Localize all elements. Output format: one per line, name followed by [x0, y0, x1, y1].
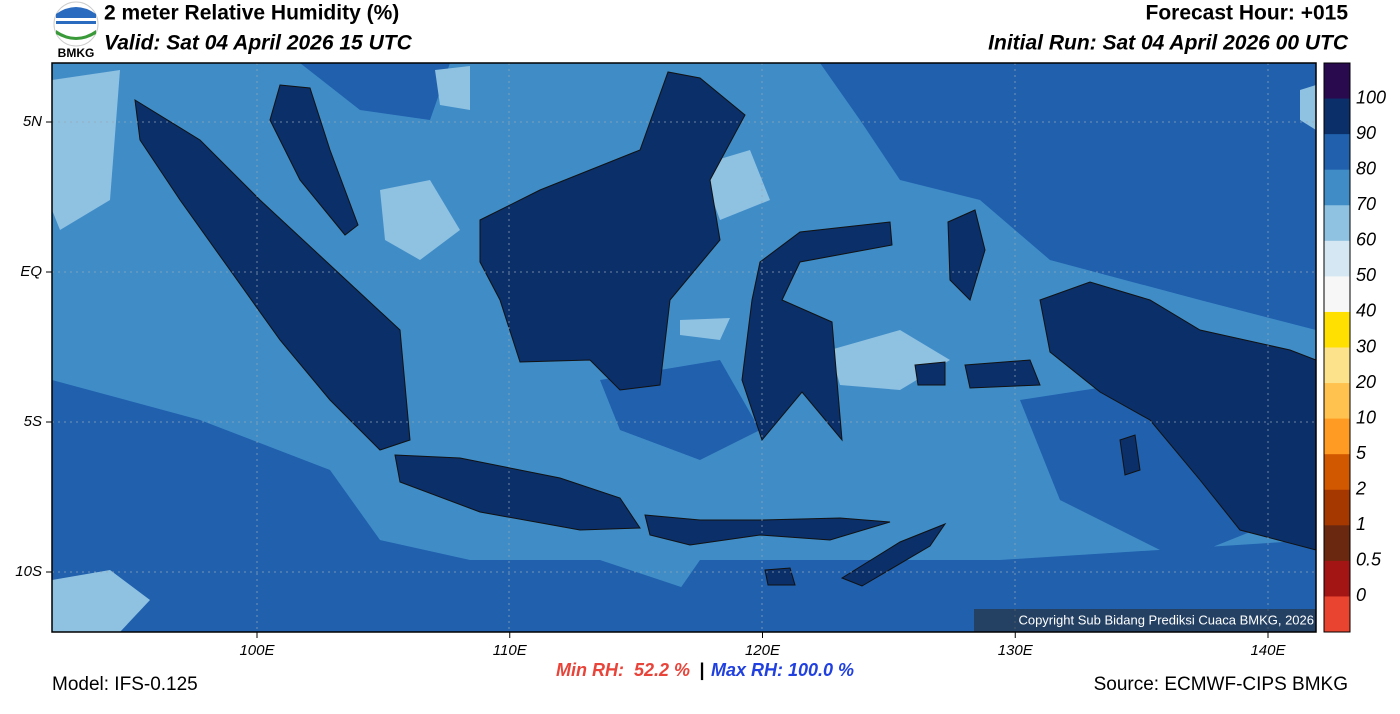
lon-label: 140E — [1250, 642, 1286, 659]
map: Copyright Sub Bidang Prediksi Cuaca BMKG… — [52, 63, 1316, 632]
lon-label: 120E — [745, 642, 781, 659]
colorbar-label: 10 — [1356, 407, 1376, 427]
colorbar-label: 90 — [1356, 123, 1376, 143]
lat-labels: 5N EQ 5S 10S — [15, 113, 52, 580]
lat-label: 5N — [23, 113, 42, 130]
lon-label: 100E — [239, 642, 275, 659]
initial-run: Initial Run: Sat 04 April 2026 00 UTC — [988, 32, 1349, 55]
colorbar-label: 60 — [1356, 230, 1376, 250]
colorbar-label: 0.5 — [1356, 550, 1382, 570]
colorbar-segment — [1324, 525, 1350, 562]
model: Model: IFS-0.125 — [52, 674, 198, 695]
colorbar-label: 30 — [1356, 336, 1376, 356]
colorbar-segment — [1324, 63, 1350, 100]
colorbar-label: 2 — [1355, 479, 1366, 499]
max-rh: Max RH: 100.0 % — [711, 660, 854, 680]
colorbar-label: 80 — [1356, 158, 1376, 178]
min-rh: Min RH: 52.2 % — [556, 660, 690, 680]
source: Source: ECMWF-CIPS BMKG — [1094, 674, 1348, 695]
colorbar-label: 20 — [1355, 372, 1376, 392]
colorbar-label: 40 — [1356, 301, 1376, 321]
logo-text: BMKG — [58, 46, 95, 60]
copyright: Copyright Sub Bidang Prediksi Cuaca BMKG… — [1018, 612, 1314, 627]
colorbar-segment — [1324, 347, 1350, 384]
colorbar-segment — [1324, 276, 1350, 313]
lat-label: EQ — [20, 263, 42, 280]
colorbar-label: 100 — [1356, 87, 1386, 107]
colorbar-segment — [1324, 418, 1350, 455]
colorbar-segment — [1324, 205, 1350, 242]
separator: | — [699, 660, 704, 680]
lat-label: 5S — [24, 413, 42, 430]
graticule — [52, 63, 1316, 632]
valid-time: Valid: Sat 04 April 2026 15 UTC — [104, 32, 413, 55]
colorbar-segment — [1324, 311, 1350, 348]
colorbar-label: 1 — [1356, 514, 1366, 534]
colorbar-label: 5 — [1356, 443, 1367, 463]
title: 2 meter Relative Humidity (%) — [104, 2, 399, 25]
forecast-hour: Forecast Hour: +015 — [1146, 2, 1349, 25]
colorbar-segment — [1324, 489, 1350, 526]
colorbar-label: 70 — [1356, 194, 1376, 214]
lon-labels: 100E 110E 120E 130E 140E — [239, 632, 1287, 659]
colorbar-label: 0 — [1356, 585, 1366, 605]
logo: BMKG — [53, 1, 99, 60]
colorbar-segment — [1324, 240, 1350, 277]
lat-label: 10S — [15, 563, 42, 580]
colorbar-segment — [1324, 560, 1350, 597]
colorbar: 100 90 80 70 60 50 40 30 20 10 5 2 1 0.5 0 — [1323, 62, 1386, 633]
colorbar-segment — [1324, 98, 1350, 135]
colorbar-segment — [1324, 454, 1350, 491]
lon-label: 110E — [493, 642, 528, 659]
colorbar-segment — [1324, 596, 1350, 633]
colorbar-segment — [1324, 134, 1350, 171]
colorbar-frame — [1323, 62, 1351, 633]
lon-label: 130E — [998, 642, 1034, 659]
colorbar-label: 50 — [1356, 265, 1376, 285]
colorbar-segment — [1324, 383, 1350, 420]
colorbar-segment — [1324, 169, 1350, 206]
